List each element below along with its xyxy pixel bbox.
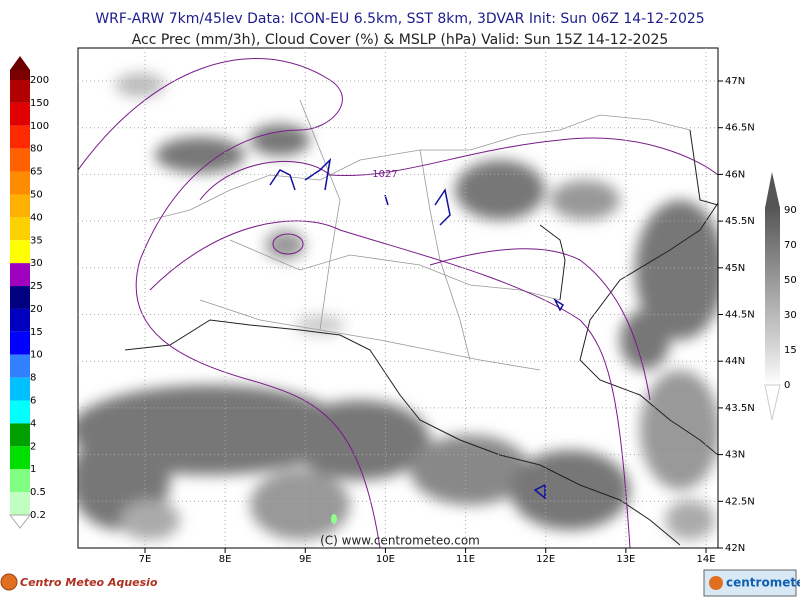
legend-swatch	[10, 240, 30, 264]
legend-swatch	[10, 354, 30, 378]
graticule	[78, 48, 718, 548]
legend-label: 80	[30, 144, 43, 155]
legend-label: 50	[30, 189, 43, 200]
legend-label: 6	[30, 396, 36, 407]
isobar-label: 1027	[372, 169, 397, 180]
legend-label: 35	[30, 235, 43, 246]
legend-swatch	[10, 400, 30, 424]
lon-label: 14E	[696, 554, 715, 565]
legend-label: 30	[784, 310, 797, 321]
legend-label: 2	[30, 441, 36, 452]
legend-label: 50	[784, 275, 797, 286]
legend-swatch	[10, 70, 30, 80]
legend-swatch	[10, 308, 30, 332]
legend-label: 90	[784, 205, 797, 216]
legend-swatch	[10, 171, 30, 195]
legend-label: 30	[30, 258, 43, 269]
lon-label: 13E	[616, 554, 635, 565]
legend-label: 150	[30, 98, 49, 109]
lon-label: 12E	[536, 554, 555, 565]
lat-label: 45.5N	[725, 216, 755, 227]
cloud-colorbar	[765, 207, 780, 385]
legend-label: 4	[30, 418, 36, 429]
legend-swatch	[10, 148, 30, 172]
legend-swatch	[10, 80, 30, 103]
legend-label: 0	[784, 380, 790, 391]
lon-label: 9E	[299, 554, 312, 565]
isobars	[78, 58, 718, 548]
legend-arrow	[8, 514, 32, 529]
lat-label: 46.5N	[725, 123, 755, 134]
header-line-2: Acc Prec (mm/3h), Cloud Cover (%) & MSLP…	[132, 32, 669, 48]
legend-label: 100	[30, 121, 49, 132]
cloud-legend: 90 70 50 30 15 0	[764, 172, 797, 421]
legend-swatch	[10, 331, 30, 355]
header-line-1: WRF-ARW 7km/45lev Data: ICON-EU 6.5km, S…	[95, 11, 704, 27]
legend-swatch	[10, 492, 30, 515]
legend-label: 0.2	[30, 510, 46, 521]
lat-label: 42N	[725, 543, 745, 554]
legend-label: 25	[30, 281, 43, 292]
legend-label: 200	[30, 75, 49, 86]
legend-swatch	[10, 446, 30, 470]
legend-label: 20	[30, 304, 43, 315]
legend-swatch	[10, 102, 30, 126]
lat-label: 44N	[725, 356, 745, 367]
logo-text: Centro Meteo Aquesio	[20, 576, 158, 589]
legend-swatch	[10, 217, 30, 241]
lat-label: 42.5N	[725, 496, 755, 507]
lon-label: 8E	[219, 554, 232, 565]
legend-label: 65	[30, 167, 43, 178]
legend-arrow	[764, 384, 781, 421]
lat-label: 46N	[725, 169, 745, 180]
legend-arrow	[10, 56, 30, 70]
legend-label: 8	[30, 373, 36, 384]
legend-label: 10	[30, 350, 43, 361]
legend-label: 15	[30, 327, 43, 338]
legend-swatch	[10, 469, 30, 493]
lat-label: 44.5N	[725, 310, 755, 321]
lon-label: 7E	[139, 554, 152, 565]
lat-label: 43N	[725, 450, 745, 461]
lat-label: 45N	[725, 263, 745, 274]
left-logo: Centro Meteo Aquesio	[0, 573, 158, 591]
copyright: (C) www.centrometeo.com	[320, 534, 480, 548]
legend-swatch	[10, 194, 30, 218]
lon-label: 10E	[376, 554, 395, 565]
legend-swatch	[10, 286, 30, 309]
lat-label: 43.5N	[725, 403, 755, 414]
legend-swatch	[10, 125, 30, 149]
legend-label: 0.5	[30, 487, 46, 498]
legend-label: 40	[30, 212, 43, 223]
logo-icon	[709, 576, 723, 590]
precip-spot	[331, 514, 337, 524]
legend-label: 15	[784, 345, 797, 356]
lat-label: 47N	[725, 76, 745, 87]
map-area: 1027 (C) www.centrometeo.com	[78, 48, 718, 548]
legend-arrow	[765, 172, 780, 208]
precip-legend: 200 150 100 80 65 50 40 35 30 25 20 15 10 8 6 4 2 1 0.5 0.2	[8, 56, 49, 529]
legend-swatch	[10, 263, 30, 287]
legend-swatch	[10, 377, 30, 401]
right-logo[interactable]: centrometeo	[703, 569, 800, 597]
map-frame	[77, 47, 719, 549]
cloud-cover	[78, 73, 718, 540]
lon-label: 11E	[456, 554, 475, 565]
logo-icon	[0, 573, 18, 591]
legend-label: 70	[784, 240, 797, 251]
legend-swatch	[10, 423, 30, 447]
legend-label: 1	[30, 464, 36, 475]
logo-text: centrometeo	[726, 576, 800, 590]
